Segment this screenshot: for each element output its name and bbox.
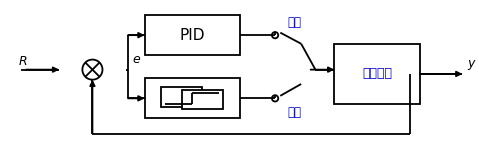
- Bar: [334, 44, 420, 104]
- Text: e: e: [133, 53, 140, 66]
- Text: 控制: 控制: [288, 16, 302, 29]
- Circle shape: [272, 95, 278, 102]
- Bar: [182, 90, 223, 109]
- Circle shape: [272, 32, 278, 38]
- Bar: [145, 78, 240, 118]
- Text: R: R: [19, 55, 27, 68]
- Bar: [145, 15, 240, 55]
- Circle shape: [82, 60, 103, 80]
- Bar: [161, 87, 202, 107]
- Text: 被控对象: 被控对象: [362, 67, 392, 80]
- Text: 整定: 整定: [288, 106, 302, 119]
- Text: PID: PID: [179, 28, 205, 43]
- Text: y: y: [467, 57, 475, 70]
